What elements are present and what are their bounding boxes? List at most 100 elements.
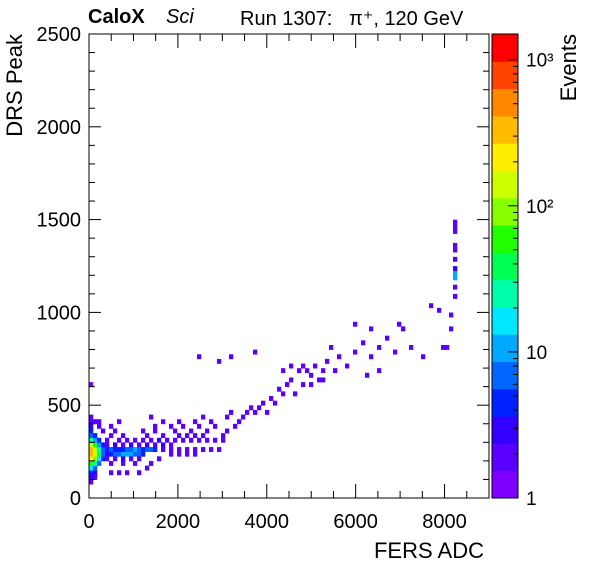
- heatmap-bin: [393, 350, 397, 355]
- heatmap-bin: [89, 428, 93, 433]
- heatmap-bin: [97, 438, 101, 443]
- heatmap-bin: [197, 438, 201, 443]
- colorbar-segment: [492, 170, 518, 198]
- heatmap-bin: [89, 442, 93, 447]
- heatmap-bin: [301, 382, 305, 387]
- colorbar-segment: [492, 389, 518, 417]
- heatmap-bin: [377, 368, 381, 373]
- heatmap-bin: [105, 438, 109, 443]
- heatmap-bin: [249, 405, 253, 410]
- heatmap-bin: [141, 447, 145, 452]
- heatmap-bin: [129, 442, 133, 447]
- heatmap-bin: [217, 359, 221, 364]
- heatmap-bin: [133, 461, 137, 466]
- heatmap-bin: [449, 326, 453, 331]
- heatmap-bin: [453, 229, 457, 234]
- heatmap-bin: [421, 354, 425, 359]
- heatmap-bin: [113, 428, 117, 433]
- heatmap-bin: [125, 452, 129, 457]
- x-axis-label: FERS ADC: [374, 538, 484, 563]
- heatmap-bin: [97, 442, 101, 447]
- heatmap-bin: [209, 419, 213, 424]
- heatmap-bin: [89, 470, 93, 475]
- x-tick-label: 0: [83, 511, 94, 533]
- heatmap-bin: [353, 350, 357, 355]
- heatmap-bin: [265, 410, 269, 415]
- heatmap-bin: [453, 294, 457, 299]
- colorbar: 11010²10³: [492, 34, 553, 510]
- heatmap-bin: [309, 373, 313, 378]
- heatmap-bin: [229, 410, 233, 415]
- heatmap-bin: [205, 428, 209, 433]
- heatmap-bin: [161, 419, 165, 424]
- colorbar-segment: [492, 416, 518, 444]
- heatmap-bin: [105, 447, 109, 452]
- heatmap-bin: [101, 452, 105, 457]
- heatmap-bin: [193, 433, 197, 438]
- heatmap-bin: [149, 461, 153, 466]
- heatmap-bin: [269, 396, 273, 401]
- heatmap-bin: [397, 322, 401, 327]
- heatmap-bin: [169, 424, 173, 429]
- heatmap-bin: [385, 336, 389, 341]
- heatmap-bin: [289, 364, 293, 369]
- heatmap-bin: [117, 470, 121, 475]
- heatmap-bin: [213, 424, 217, 429]
- heatmap-bin: [89, 461, 93, 466]
- heatmap-bin: [177, 433, 181, 438]
- x-tick-label: 6000: [333, 511, 378, 533]
- colorbar-segment: [492, 143, 518, 171]
- colorbar-segment: [492, 334, 518, 362]
- heatmap-bin: [89, 466, 93, 471]
- heatmap-bin: [117, 419, 121, 424]
- heatmap-bin: [281, 368, 285, 373]
- heatmap-bin: [125, 470, 129, 475]
- heatmap-bin: [101, 447, 105, 452]
- heatmap-bin: [165, 438, 169, 443]
- colorbar-segment: [492, 280, 518, 308]
- heatmap-bin: [97, 461, 101, 466]
- x-tick-label: 2000: [156, 511, 201, 533]
- heatmap-bin: [109, 461, 113, 466]
- colorbar-segment: [492, 307, 518, 335]
- heatmap-bin: [253, 410, 257, 415]
- heatmap-bin: [97, 424, 101, 429]
- heatmap-bin: [453, 275, 457, 280]
- heatmap-bin: [161, 442, 165, 447]
- heatmap-bin: [105, 452, 109, 457]
- heatmap-bin: [297, 368, 301, 373]
- colorbar-label: Events: [556, 34, 581, 101]
- heatmap-bin: [189, 428, 193, 433]
- heatmap-bin: [281, 391, 285, 396]
- heatmap-bin: [453, 220, 457, 225]
- colorbar-tick-label: 10³: [526, 51, 553, 72]
- heatmap-bin: [193, 452, 197, 457]
- heatmap-bin: [113, 442, 117, 447]
- y-tick-label: 0: [70, 488, 81, 510]
- heatmap-bin: [177, 419, 181, 424]
- heatmap-bin: [169, 442, 173, 447]
- heatmap-bin: [141, 428, 145, 433]
- heatmap-bin: [93, 466, 97, 471]
- heatmap-bin: [97, 456, 101, 461]
- x-tick-label: 8000: [422, 511, 467, 533]
- colorbar-segment: [492, 443, 518, 471]
- heatmap-bin: [89, 424, 93, 429]
- heatmap-bin: [121, 452, 125, 457]
- heatmap-bin: [273, 401, 277, 406]
- heatmap-bin: [233, 424, 237, 429]
- y-tick-label: 1500: [37, 210, 82, 232]
- heatmap-bin: [89, 433, 93, 438]
- heatmap-bin: [145, 466, 149, 471]
- heatmap-bin: [89, 480, 93, 485]
- heatmap-bin: [369, 354, 373, 359]
- heatmap-bin: [169, 452, 173, 457]
- heatmap-bin: [117, 438, 121, 443]
- heatmap-bin: [453, 257, 457, 262]
- heatmap-bin: [137, 447, 141, 452]
- colorbar-segment: [492, 198, 518, 226]
- heatmap-bin: [337, 354, 341, 359]
- heatmap-bin: [137, 456, 141, 461]
- colorbar-segment: [492, 471, 518, 499]
- heatmap-bin: [321, 368, 325, 373]
